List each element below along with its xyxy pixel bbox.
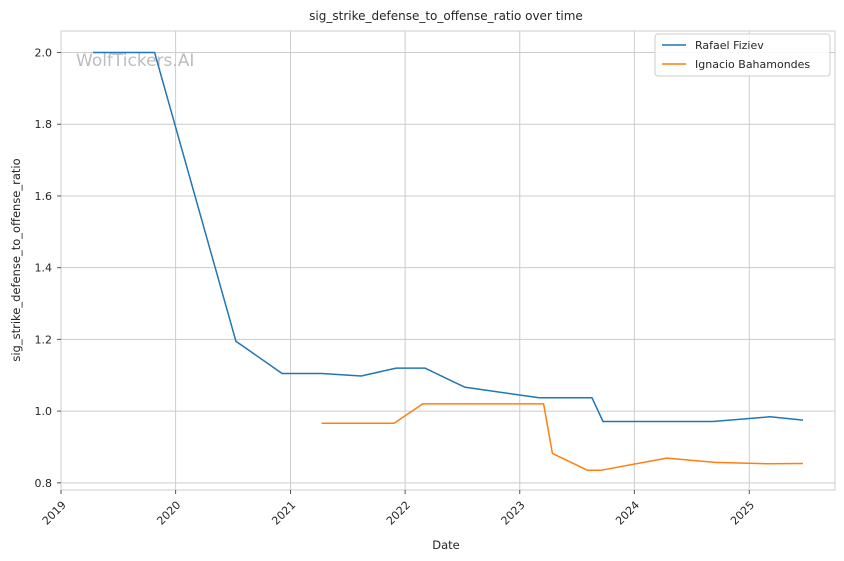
y-axis-label: sig_strike_defense_to_offense_ratio bbox=[9, 158, 23, 361]
series-line-rafael-fiziev bbox=[93, 51, 804, 423]
legend-label-rafael-fiziev: Rafael Fiziev bbox=[695, 39, 764, 52]
series-lines bbox=[93, 51, 804, 472]
y-tick-label: 1.4 bbox=[35, 262, 53, 275]
y-tick-label: 2.0 bbox=[35, 47, 53, 60]
y-tick-label: 1.0 bbox=[35, 405, 53, 418]
x-axis-label: Date bbox=[432, 538, 460, 552]
y-tick-label: 0.8 bbox=[35, 477, 53, 490]
y-tick-label: 1.8 bbox=[35, 118, 53, 131]
legend-box bbox=[654, 33, 831, 77]
y-tick-label: 1.6 bbox=[35, 190, 53, 203]
watermark-text: WolfTickers.AI bbox=[76, 51, 194, 71]
y-tick-label: 1.2 bbox=[35, 333, 53, 346]
chart-title: sig_strike_defense_to_offense_ratio over… bbox=[309, 9, 583, 23]
y-tick-labels: 0.8 1.0 1.2 1.4 1.6 1.8 2.0 bbox=[35, 47, 61, 490]
legend-label-ignacio-bahamondes: Ignacio Bahamondes bbox=[695, 58, 810, 71]
series-line-ignacio-bahamondes bbox=[321, 403, 804, 472]
legend: Rafael Fiziev Ignacio Bahamondes bbox=[654, 33, 831, 77]
plot-frame bbox=[60, 30, 836, 491]
